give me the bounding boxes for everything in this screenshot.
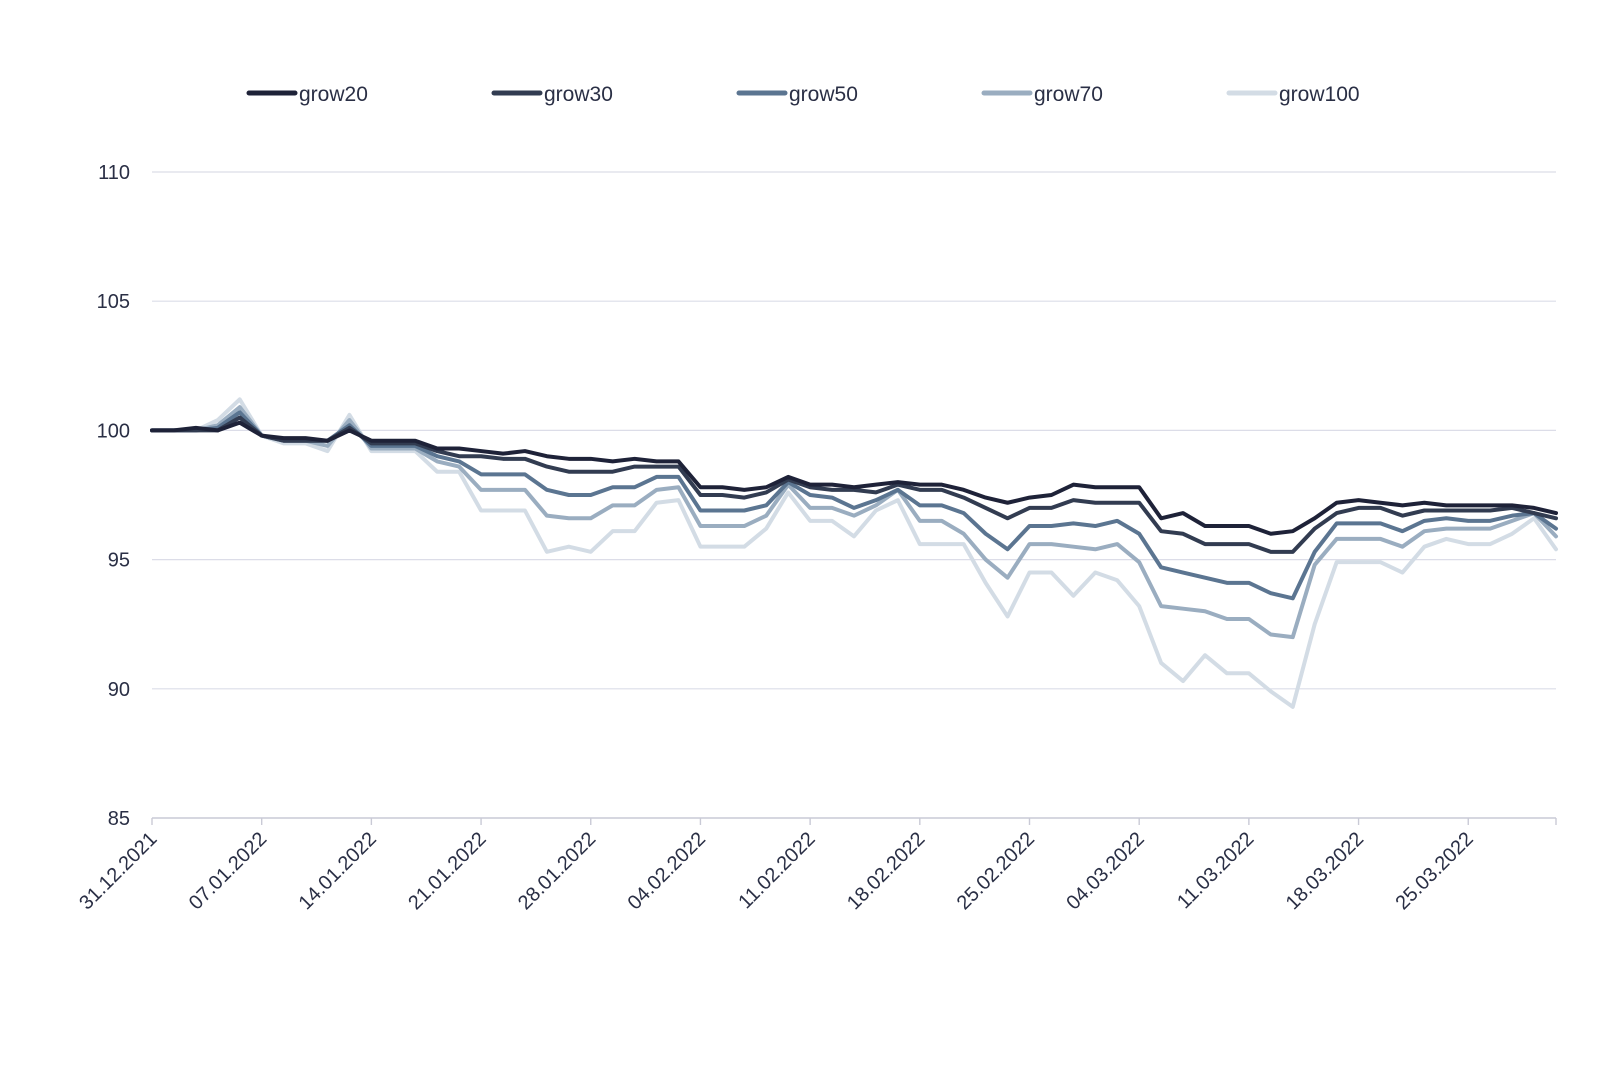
x-tick-label: 07.01.2022 [185,828,271,914]
x-tick-label: 04.03.2022 [1062,828,1148,914]
x-tick-label: 31.12.2021 [75,828,161,914]
gridlines: 85 90 95 100 105 110 [97,162,1556,830]
series-lines [150,397,1558,709]
legend-item-grow100[interactable]: grow100 [1226,83,1360,106]
x-tick-label: 28.01.2022 [514,828,600,914]
x-axis: 31.12.2021 07.01.2022 14.01.2022 21.01.2022… [75,817,1557,914]
legend-item-grow50[interactable]: grow50 [736,83,858,106]
x-tick-label: 25.02.2022 [953,828,1039,914]
y-tick-label: 95 [108,550,130,572]
x-tick-label: 11.03.2022 [1173,828,1258,913]
x-tick-label: 04.02.2022 [624,828,710,914]
x-tick-label: 25.03.2022 [1391,828,1477,914]
y-tick-label: 90 [108,679,130,701]
legend-label: grow50 [789,83,858,106]
legend-item-grow70[interactable]: grow70 [981,83,1103,106]
legend-label: grow30 [544,83,613,106]
series-line-grow100 [150,397,1558,709]
x-tick-label: 11.02.2022 [734,828,819,913]
y-tick-label: 85 [108,808,130,830]
series-line-grow70 [150,405,1558,640]
series-line-grow50 [150,410,1558,601]
y-tick-label: 110 [98,162,130,184]
x-tick-label: 14.01.2022 [295,828,381,914]
series-line-grow30 [150,415,1558,554]
legend-item-grow20[interactable]: grow20 [246,83,368,106]
legend-label: grow100 [1279,83,1360,106]
y-tick-label: 100 [97,420,130,442]
legend: grow20 grow30 grow50 grow70 grow100 [246,83,1360,106]
series-line-grow20 [150,420,1558,536]
x-tick-label: 18.03.2022 [1282,828,1368,914]
legend-item-grow30[interactable]: grow30 [491,83,613,106]
y-tick-label: 105 [97,291,130,313]
legend-label: grow70 [1034,83,1103,106]
legend-label: grow20 [299,83,368,106]
x-tick-label: 18.02.2022 [843,828,929,914]
x-tick-label: 21.01.2022 [404,828,490,914]
